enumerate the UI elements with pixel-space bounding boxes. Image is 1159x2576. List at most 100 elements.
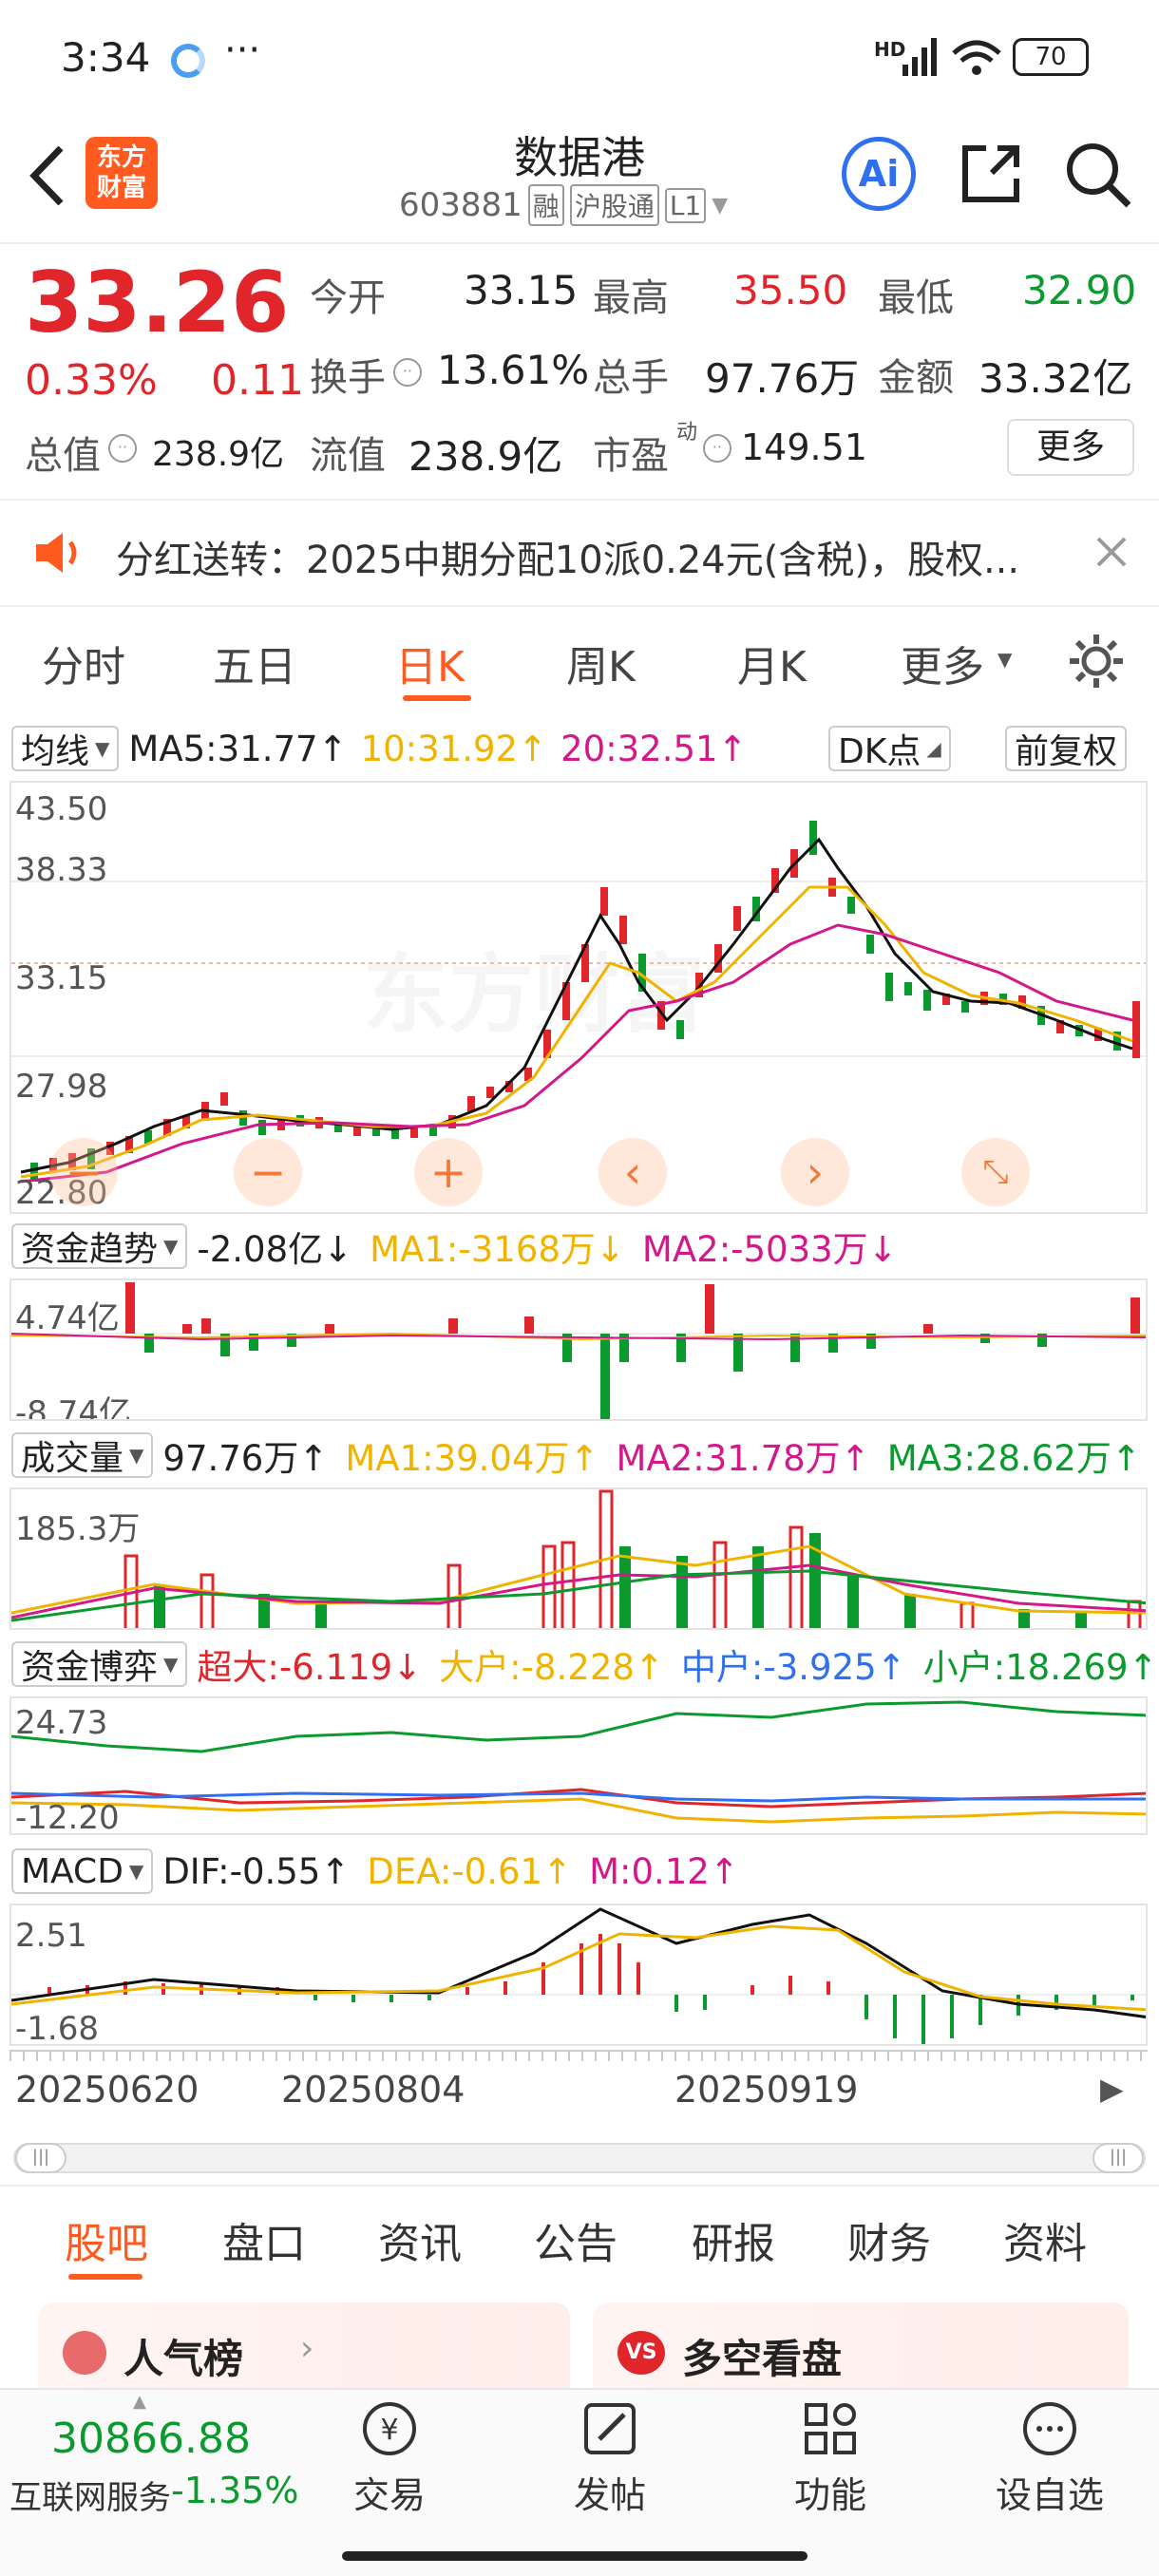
tab-finance[interactable]: 财务 (847, 2220, 931, 2268)
chart-zoom-in-icon[interactable]: + (414, 1138, 483, 1206)
turnover-value: 13.61% (437, 347, 590, 393)
pe-superscript: 动 (676, 421, 698, 445)
signal-icon: HD (874, 38, 906, 61)
ma10-value: 10:31.92↑ (360, 728, 548, 769)
chevron-down-icon[interactable]: ▼ (998, 648, 1013, 671)
chart-prev-icon[interactable]: − (234, 1138, 302, 1206)
ma-select[interactable]: 均线 ▼ (11, 726, 120, 771)
kline-y-label: 38.33 (15, 851, 108, 889)
tab-intraday[interactable]: 分时 (42, 643, 125, 691)
volume-select[interactable]: 成交量 ▼ (11, 1432, 154, 1478)
add-watchlist-button[interactable]: 设自选 (988, 2396, 1112, 2529)
svg-text:¥: ¥ (380, 2414, 398, 2447)
popularity-card[interactable]: 人气榜 › (38, 2302, 570, 2397)
chart-left-icon[interactable]: ‹ (598, 1138, 667, 1206)
fund-game-chart[interactable]: 24.73 -12.20 (10, 1696, 1148, 1835)
post-label: 发帖 (573, 2474, 646, 2516)
dk-point-button[interactable]: DK点 ◢ (828, 726, 951, 771)
tab-five-day[interactable]: 五日 (213, 643, 296, 691)
tab-forum[interactable]: 股吧 (65, 2220, 148, 2268)
chevron-down-icon[interactable]: ▼ (712, 193, 729, 218)
fund-trend-y-bottom: -8.74亿 (15, 1394, 131, 1421)
current-price: 33.26 (25, 254, 290, 351)
macd-dif: DIF:-0.55↑ (162, 1850, 351, 1892)
macd-svg (11, 1907, 1146, 2044)
fund-trend-chart[interactable]: 4.74亿 -8.74亿 (10, 1279, 1148, 1421)
pe-label: 市盈 (593, 434, 669, 478)
macd-dea: DEA:-0.61↑ (367, 1850, 573, 1892)
tab-more[interactable]: 更多 (901, 643, 984, 691)
volume-svg (11, 1489, 1146, 1628)
trade-button[interactable]: ¥ 交易 (342, 2396, 437, 2529)
volume-ma1: MA1:39.04万↑ (345, 1438, 599, 1479)
function-button[interactable]: 功能 (783, 2396, 878, 2529)
change-percent: 0.33% (25, 356, 158, 405)
chart-zoom-out-icon[interactable]: − (49, 1138, 118, 1206)
status-more-dots: ··· (224, 28, 261, 72)
active-tab-indicator (403, 695, 471, 701)
high-value: 35.50 (733, 267, 848, 313)
fund-trend-row: 资金趋势 ▼ -2.08亿↓ MA1:-3168万↓ MA2:-5033万↓ (0, 1218, 1159, 1275)
kline-y-label: 33.15 (15, 959, 108, 997)
macd-select[interactable]: MACD ▼ (11, 1848, 154, 1894)
info-icon[interactable]: ·· (108, 434, 137, 463)
fund-game-select[interactable]: 资金博弈 ▼ (11, 1641, 188, 1687)
cell-signal-icon (902, 38, 937, 76)
slider-handle-left[interactable]: ||| (15, 2143, 66, 2173)
index-value: 30866.88 (51, 2415, 251, 2463)
chevron-down-icon: ▼ (95, 737, 110, 760)
tab-profile[interactable]: 资料 (1003, 2220, 1087, 2268)
info-icon[interactable]: ·· (703, 434, 732, 463)
bull-bear-card[interactable]: VS 多空看盘 (593, 2302, 1129, 2397)
index-change: -1.35% (171, 2470, 299, 2511)
fund-game-row: 资金博弈 ▼ 超大:-6.119↓ 大户:-8.228↑ 中户:-3.925↑ 小… (0, 1636, 1159, 1693)
kline-y-label: 27.98 (15, 1068, 108, 1106)
play-icon[interactable]: ▶ (1100, 2071, 1124, 2107)
ai-button[interactable]: Ai (842, 137, 916, 211)
fullscreen-icon[interactable]: ⤡ (961, 1138, 1030, 1206)
fund-trend-select[interactable]: 资金趋势 ▼ (11, 1223, 188, 1269)
amount-value: 33.32亿 (978, 355, 1133, 402)
tab-news[interactable]: 资讯 (378, 2220, 462, 2268)
date-ticks (10, 2050, 1148, 2061)
share-icon[interactable] (958, 141, 1024, 207)
macd-chart[interactable]: 2.51 -1.68 (10, 1904, 1148, 2046)
index-name: 互联网服务 (10, 2479, 171, 2517)
volume-value: 97.76万↑ (162, 1438, 329, 1479)
volume-y-top: 185.3万 (15, 1510, 141, 1548)
amount-label: 金额 (878, 356, 954, 400)
app-notification-icon (171, 44, 205, 78)
volume-chart[interactable]: 185.3万 (10, 1487, 1148, 1630)
fund-game-super: 超大:-6.119↓ (197, 1647, 423, 1688)
back-icon[interactable] (25, 142, 66, 209)
tag-level[interactable]: L1 (664, 187, 707, 223)
macd-y-bottom: -1.68 (15, 2010, 99, 2046)
tab-daily-k[interactable]: 日K (395, 643, 465, 691)
adjust-button[interactable]: 前复权 (1005, 726, 1128, 771)
float-value: 238.9亿 (408, 433, 563, 480)
close-icon[interactable] (1094, 535, 1129, 569)
tab-weekly-k[interactable]: 周K (566, 643, 636, 691)
chart-right-icon[interactable]: › (781, 1138, 849, 1206)
tab-research[interactable]: 研报 (692, 2220, 775, 2268)
divider (0, 2185, 1159, 2187)
tab-monthly-k[interactable]: 月K (737, 643, 807, 691)
date-label: 20250620 (15, 2069, 200, 2111)
search-icon[interactable] (1064, 141, 1132, 209)
more-button[interactable]: 更多 (1007, 419, 1134, 476)
macd-y-top: 2.51 (15, 1917, 87, 1955)
dividend-notice[interactable]: 分红送转：2025中期分配10派0.24元(含税)，股权... (0, 501, 1159, 605)
post-button[interactable]: 发帖 (562, 2396, 657, 2529)
chart-range-slider[interactable]: ||| ||| (13, 2143, 1146, 2173)
tab-order-book[interactable]: 盘口 (222, 2220, 306, 2268)
wifi-icon (952, 40, 1001, 75)
info-icon[interactable]: ·· (393, 358, 422, 387)
gear-icon[interactable] (1068, 633, 1125, 690)
index-widget[interactable]: ▲ 30866.88 互联网服务 -1.35% (0, 2390, 314, 2523)
fund-game-y-top: 24.73 (15, 1704, 108, 1742)
slider-handle-right[interactable]: ||| (1092, 2143, 1144, 2173)
fund-game-y-bottom: -12.20 (15, 1799, 120, 1835)
low-label: 最低 (878, 276, 954, 320)
tab-announcements[interactable]: 公告 (534, 2220, 618, 2268)
